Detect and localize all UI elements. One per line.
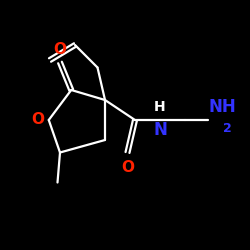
Text: 2: 2: [222, 122, 231, 136]
Text: O: O: [31, 112, 44, 128]
Text: NH: NH: [209, 98, 236, 116]
Text: N: N: [153, 121, 167, 139]
Text: O: O: [54, 42, 66, 58]
Text: O: O: [121, 160, 134, 175]
Text: H: H: [154, 100, 166, 114]
